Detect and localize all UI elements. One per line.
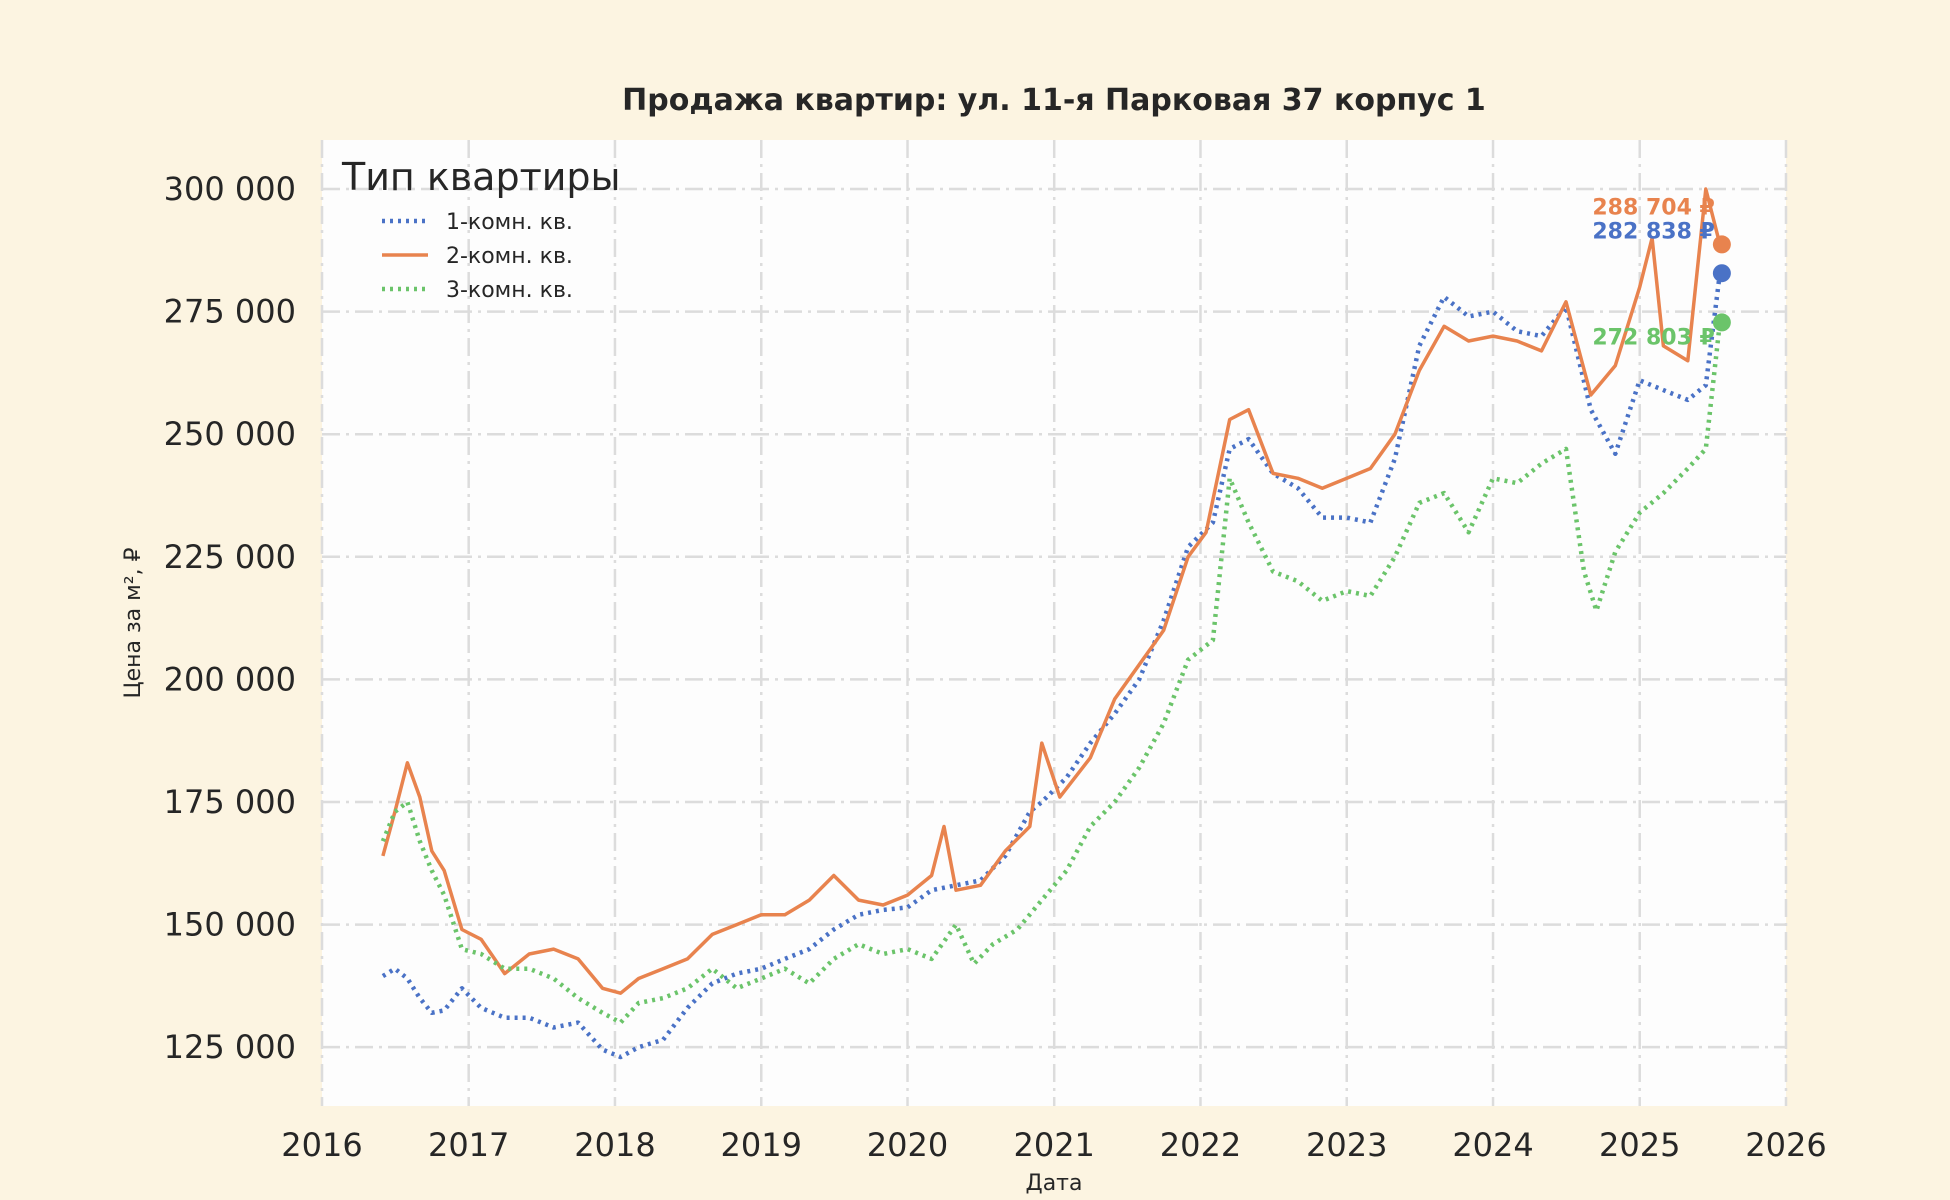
x-tick-label: 2025 <box>1599 1126 1680 1164</box>
series-end-point-1 <box>1712 264 1731 283</box>
series-layer <box>380 187 1723 1060</box>
x-tick-label: 2024 <box>1452 1126 1533 1164</box>
x-tick-label: 2026 <box>1745 1126 1826 1164</box>
y-axis-ticks: 125 000 150 000 175 000 200 000 225 000 250 0… <box>164 170 296 1066</box>
y-tick-label: 250 000 <box>164 415 296 453</box>
y-axis-label: Цена за м², ₽ <box>121 547 146 698</box>
legend: Тип квартиры 1-комн. кв. 2-комн. кв. 3-ком… <box>341 155 621 303</box>
x-tick-label: 2019 <box>721 1126 802 1164</box>
chart-title: Продажа квартир: ул. 11-я Парковая 37 ко… <box>622 83 1486 118</box>
series-line-1 <box>381 272 1723 1060</box>
y-tick-label: 125 000 <box>164 1028 296 1066</box>
x-tick-label: 2016 <box>281 1126 362 1164</box>
x-tick-label: 2022 <box>1160 1126 1241 1164</box>
x-axis-label: Дата <box>1026 1171 1083 1196</box>
series-end-point-2 <box>1712 235 1731 254</box>
x-axis-ticks: 2016 2017 2018 2019 2020 2021 2022 2023 2024 2025… <box>281 1126 1826 1164</box>
legend-title: Тип квартиры <box>341 155 621 199</box>
y-tick-label: 200 000 <box>164 660 296 698</box>
y-tick-label: 225 000 <box>164 538 296 576</box>
series-line-3 <box>380 322 1723 1025</box>
x-tick-label: 2023 <box>1306 1126 1387 1164</box>
x-tick-label: 2017 <box>428 1126 509 1164</box>
legend-items: 1-комн. кв. 2-комн. кв. 3-комн. кв. <box>382 210 573 303</box>
legend-label-2: 2-комн. кв. <box>446 244 573 269</box>
legend-label-3: 3-комн. кв. <box>446 278 573 303</box>
y-tick-label: 175 000 <box>164 783 296 821</box>
y-tick-label: 275 000 <box>164 293 296 331</box>
end-markers: 282 838 ₽288 704 ₽ 272 803 ₽ <box>1592 195 1731 350</box>
x-tick-label: 2020 <box>867 1126 948 1164</box>
y-tick-label: 300 000 <box>164 170 296 208</box>
series-end-label-1: 282 838 ₽ <box>1592 219 1714 244</box>
legend-label-1: 1-комн. кв. <box>446 210 573 235</box>
x-tick-label: 2018 <box>574 1126 655 1164</box>
series-line-2 <box>381 187 1722 995</box>
series-end-label-2: 288 704 ₽ <box>1592 195 1714 220</box>
series-end-label-3: 272 803 ₽ <box>1592 325 1714 350</box>
series-end-point-3 <box>1712 313 1731 332</box>
x-tick-label: 2021 <box>1013 1126 1094 1164</box>
y-tick-label: 150 000 <box>164 906 296 944</box>
grid-lines <box>320 140 1788 1106</box>
